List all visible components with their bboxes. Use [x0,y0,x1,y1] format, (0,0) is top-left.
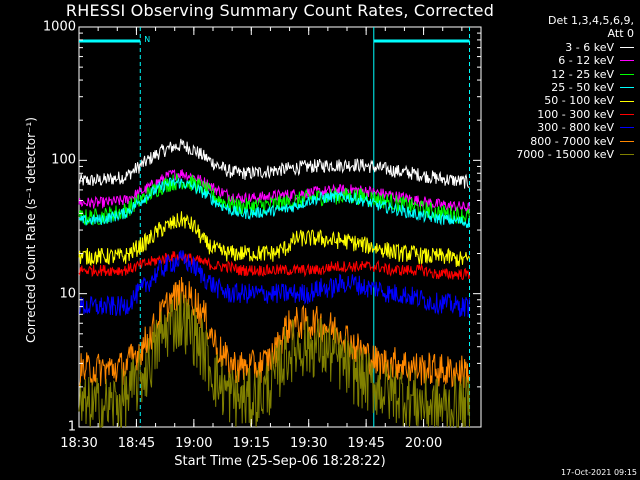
x-tick-label: 19:15 [232,436,271,451]
legend-label: 7000 - 15000 keV [516,148,614,162]
legend-entry: 12 - 25 keV [484,68,634,81]
legend-swatch [620,87,634,89]
legend: Det 1,3,4,5,6,9, Att 0 3 - 6 keV 6 - 12 k… [484,14,634,161]
legend-entry: 800 - 7000 keV [484,135,634,148]
legend-swatch [620,140,634,142]
x-tick-label: 19:30 [289,436,328,451]
legend-label: 100 - 300 keV [537,107,614,121]
timestamp: 17-Oct-2021 09:15 [561,468,637,477]
legend-entry: 50 - 100 keV [484,94,634,107]
legend-swatch [620,114,634,116]
series-line-7 [78,276,470,388]
series-group [78,138,470,428]
legend-label: 50 - 100 keV [544,94,614,108]
x-tick-label: 19:45 [347,436,385,451]
legend-label: 3 - 6 keV [565,40,614,54]
x-tick-label: 19:00 [175,436,213,451]
y-tick-label: 1000 [42,19,76,35]
flag-label: N [144,35,151,44]
legend-swatch [620,47,634,49]
chart-title: RHESSI Observing Summary Count Rates, Co… [65,1,495,20]
legend-header-attenuator: Att 0 [607,27,634,41]
legend-label: 800 - 7000 keV [530,134,614,148]
legend-label: 12 - 25 keV [551,67,614,81]
plot-frame [78,26,482,428]
legend-label: 25 - 50 keV [551,81,614,95]
axis-ticks [78,26,482,428]
series-line-0 [78,138,470,189]
legend-swatch [620,73,634,75]
series-line-2 [78,172,470,226]
x-tick-label: 18:45 [117,436,156,451]
y-tick-label: 10 [59,286,76,302]
legend-swatch [620,127,634,129]
series-line-8 [78,293,470,428]
legend-label: 300 - 800 keV [537,121,614,135]
legend-swatch [620,154,634,156]
x-axis-label: Start Time (25-Sep-06 18:28:22) [174,454,386,469]
x-tick-label: 18:30 [60,436,98,451]
legend-swatch [620,60,634,62]
legend-swatch [620,100,634,102]
legend-entry: 300 - 800 keV [484,121,634,134]
x-tick-label: 20:00 [404,436,443,451]
series-line-4 [78,211,470,268]
y-tick-label: 100 [51,152,76,168]
series-line-5 [78,250,470,281]
legend-entry: 7000 - 15000 keV [484,148,634,161]
legend-entry: 6 - 12 keV [484,54,634,67]
legend-entry: 25 - 50 keV [484,81,634,94]
series-line-6 [78,250,470,318]
y-tick-label: 1 [67,419,76,435]
legend-header-detectors: Det 1,3,4,5,6,9, [547,14,634,27]
legend-entry: 100 - 300 keV [484,108,634,121]
y-axis-label: Corrected Count Rate (s⁻¹ detector⁻¹) [24,117,38,343]
series-line-3 [78,177,470,228]
legend-label: 6 - 12 keV [558,54,614,68]
legend-entry: 3 - 6 keV [484,41,634,54]
